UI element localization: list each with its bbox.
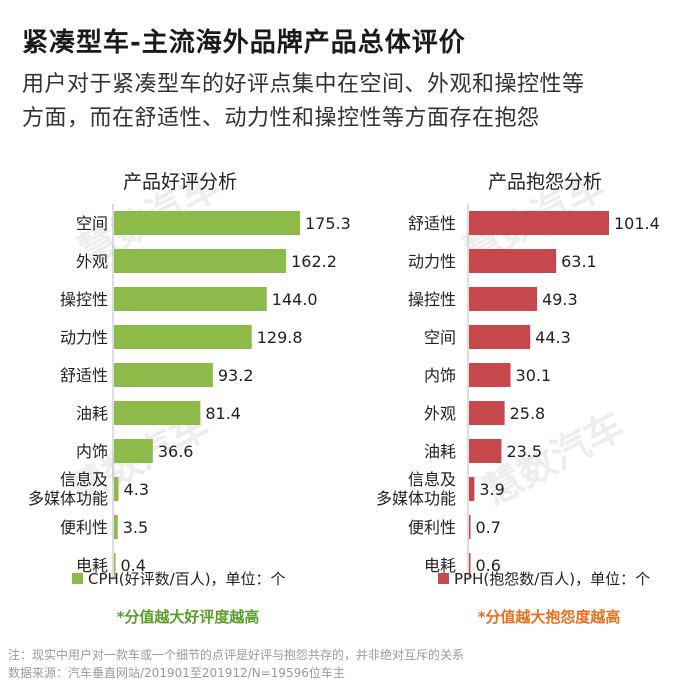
category-label: 外观 [76,252,108,271]
data-label: 25.8 [510,404,546,423]
legend-swatch [72,573,83,584]
chart-title: 产品抱怨分析 [488,171,602,193]
data-label: 30.1 [516,366,552,385]
legend-label: PPH(抱怨数/百人)，单位：个 [454,570,650,588]
data-label: 3.5 [123,518,148,537]
bar [469,287,538,311]
data-label: 49.3 [542,290,578,309]
category-label: 舒适性 [60,366,108,385]
bar [114,477,119,501]
bar [469,249,557,273]
category-label: 油耗 [76,404,108,423]
data-label: 162.2 [291,252,337,271]
footnote: 注：现实中用户对一款车或一个细节的点评是好评与抱怨共存的，并非绝对互斥的关系 [8,648,465,662]
bar [114,287,267,311]
subtitle-line-1: 用户对于紧凑型车的好评点集中在空间、外观和操控性等 [22,72,585,97]
bar [114,515,118,539]
data-source: 数据来源：汽车垂直网站/201901至201912/N=19596位车主 [8,666,345,680]
category-label: 舒适性 [408,214,456,233]
category-label: 电耗 [76,556,108,575]
data-label: 36.6 [158,442,194,461]
category-label: 油耗 [424,442,456,461]
data-label: 129.8 [257,328,303,347]
category-label: 内饰 [424,366,456,385]
data-label: 93.2 [218,366,254,385]
bar [114,439,153,463]
category-label: 动力性 [60,328,108,347]
bar [114,249,287,273]
bar [469,363,511,387]
bar [469,553,471,577]
data-label: 81.4 [205,404,241,423]
page-title: 紧凑型车-主流海外品牌产品总体评价 [22,28,466,58]
bar [469,211,609,235]
category-label: 外观 [424,404,456,423]
category-label: 信息及多媒体功能 [28,470,108,508]
bar [114,325,252,349]
bar [114,553,116,577]
bar [114,401,201,425]
bar [114,211,300,235]
subtitle-line-2: 方面，而在舒适性、动力性和操控性等方面存在抱怨 [22,106,540,131]
category-label: 信息及多媒体功能 [376,470,456,508]
chart-title: 产品好评分析 [123,171,237,193]
data-label: 4.3 [124,480,149,499]
category-label: 操控性 [408,290,456,309]
data-label: 0.7 [476,518,501,537]
chart-note: *分值越大抱怨度越高 [478,608,621,626]
bar [469,439,502,463]
data-label: 144.0 [272,290,318,309]
bar [469,401,505,425]
legend-label: CPH(好评数/百人)，单位：个 [88,570,286,588]
data-label: 44.3 [535,328,571,347]
category-label: 空间 [424,328,456,347]
category-label: 电耗 [424,556,456,575]
data-label: 0.6 [476,556,501,575]
bar [469,515,471,539]
bar [469,325,531,349]
category-label: 空间 [76,214,108,233]
bar [114,363,213,387]
chart-note: *分值越大好评度越高 [117,608,260,626]
category-label: 便利性 [60,518,108,537]
bar [469,477,475,501]
data-label: 175.3 [305,214,351,233]
data-label: 63.1 [561,252,597,271]
category-label: 内饰 [76,442,108,461]
data-label: 0.4 [121,556,146,575]
data-label: 3.9 [479,480,504,499]
category-label: 操控性 [60,290,108,309]
category-label: 便利性 [408,518,456,537]
category-label: 动力性 [408,252,456,271]
data-label: 101.4 [614,214,660,233]
legend-swatch [438,573,449,584]
data-label: 23.5 [506,442,542,461]
